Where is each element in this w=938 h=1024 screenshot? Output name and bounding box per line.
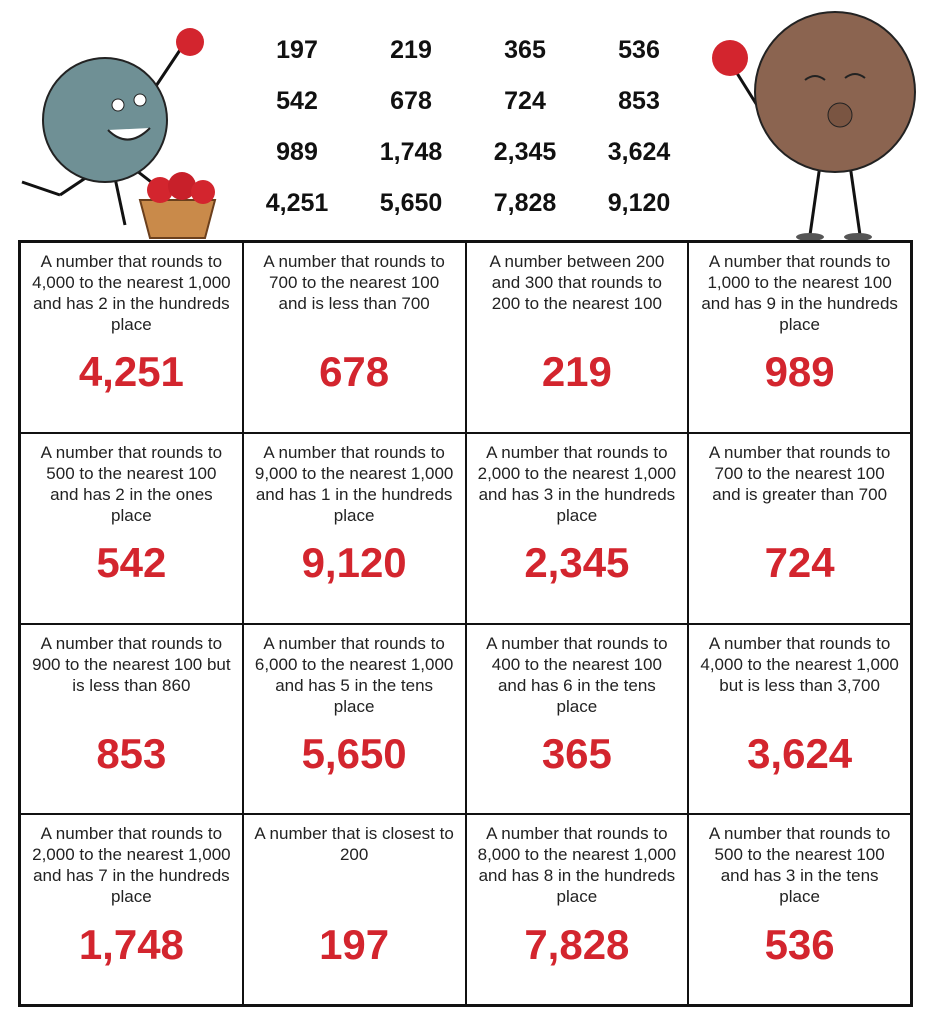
word-bank-number: 197	[276, 36, 318, 64]
answer: 7,828	[524, 920, 630, 968]
task-card: A number that rounds to 900 to the neare…	[20, 623, 243, 815]
answer: 542	[96, 539, 167, 587]
task-card: A number that rounds to 9,000 to the nea…	[242, 432, 466, 624]
word-bank-number: 219	[390, 36, 432, 64]
word-bank-number: 9,120	[607, 189, 671, 217]
answer: 5,650	[301, 729, 407, 777]
answer: 4,251	[78, 348, 184, 396]
clue-text: A number that rounds to 700 to the neare…	[708, 442, 891, 504]
task-card: A number that rounds to 500 to the neare…	[688, 814, 911, 1005]
word-bank: 197 219 365 536 542 678 724 853 989 1,748 2,345 3,6…	[240, 28, 696, 232]
word-bank-number: 542	[276, 87, 318, 115]
task-card: A number that rounds to 4,000 to the nea…	[688, 623, 911, 815]
clue-text: A number that rounds to 8,000 to the nea…	[477, 824, 677, 907]
clue-text: A number that rounds to 500 to the neare…	[708, 824, 891, 907]
task-card-grid: A number that rounds to 4,000 to the nea…	[18, 240, 913, 1007]
word-bank-number: 678	[390, 87, 432, 115]
answer: 536	[764, 920, 835, 968]
task-card: A number that rounds to 4,000 to the nea…	[20, 242, 243, 433]
blue-character	[21, 28, 217, 239]
answer: 724	[764, 539, 835, 587]
answer: 678	[319, 348, 390, 396]
clue-text: A number that rounds to 400 to the neare…	[486, 633, 668, 716]
clue-text: A number that rounds to 4,000 to the nea…	[32, 252, 231, 334]
word-bank-number: 5,650	[379, 189, 443, 217]
clue-text: A number that rounds to 9,000 to the nea…	[254, 442, 454, 525]
task-card: A number that rounds to 400 to the neare…	[465, 623, 689, 815]
word-bank-number: 1,748	[379, 138, 443, 166]
word-bank-number: 365	[504, 36, 546, 64]
answer: 3,624	[747, 729, 853, 777]
clue-text: A number that is closest to 200	[254, 824, 454, 865]
word-bank-number: 853	[618, 87, 660, 115]
clue-text: A number that rounds to 6,000 to the nea…	[254, 633, 454, 716]
task-card: A number that rounds to 1,000 to the nea…	[688, 242, 911, 433]
clue-text: A number that rounds to 700 to the neare…	[263, 252, 445, 313]
answer: 853	[96, 729, 167, 777]
word-bank-number: 4,251	[265, 189, 329, 217]
clue-text: A number that rounds to 2,000 to the nea…	[32, 824, 231, 907]
answer: 219	[541, 348, 612, 396]
task-card: A number that rounds to 2,000 to the nea…	[465, 432, 689, 624]
task-card: A number that is closest to 200 197	[242, 814, 466, 1005]
word-bank-number: 724	[504, 87, 546, 115]
task-card: A number that rounds to 2,000 to the nea…	[20, 814, 243, 1005]
clue-text: A number that rounds to 4,000 to the nea…	[700, 633, 899, 695]
task-card: A number that rounds to 700 to the neare…	[242, 242, 466, 433]
task-card: A number that rounds to 500 to the neare…	[20, 432, 243, 624]
clue-text: A number that rounds to 2,000 to the nea…	[477, 442, 677, 525]
word-bank-number: 3,624	[607, 138, 671, 166]
answer: 9,120	[301, 539, 407, 587]
answer: 2,345	[524, 539, 630, 587]
task-card: A number that rounds to 8,000 to the nea…	[465, 814, 689, 1005]
task-card: A number between 200 and 300 that rounds…	[465, 242, 689, 433]
task-card: A number that rounds to 6,000 to the nea…	[242, 623, 466, 815]
clue-text: A number that rounds to 1,000 to the nea…	[701, 252, 898, 334]
word-bank-number: 536	[618, 36, 660, 64]
word-bank-number: 7,828	[493, 189, 557, 217]
clue-text: A number that rounds to 900 to the neare…	[32, 633, 231, 695]
answer: 365	[541, 729, 612, 777]
brown-character	[712, 11, 916, 240]
task-card: A number that rounds to 700 to the neare…	[688, 432, 911, 624]
answer: 1,748	[78, 920, 184, 968]
word-bank-number: 989	[276, 138, 318, 166]
answer: 989	[764, 348, 835, 396]
word-bank-number: 2,345	[493, 138, 557, 166]
answer: 197	[319, 920, 390, 968]
clue-text: A number between 200 and 300 that rounds…	[489, 252, 665, 313]
clue-text: A number that rounds to 500 to the neare…	[40, 442, 223, 525]
